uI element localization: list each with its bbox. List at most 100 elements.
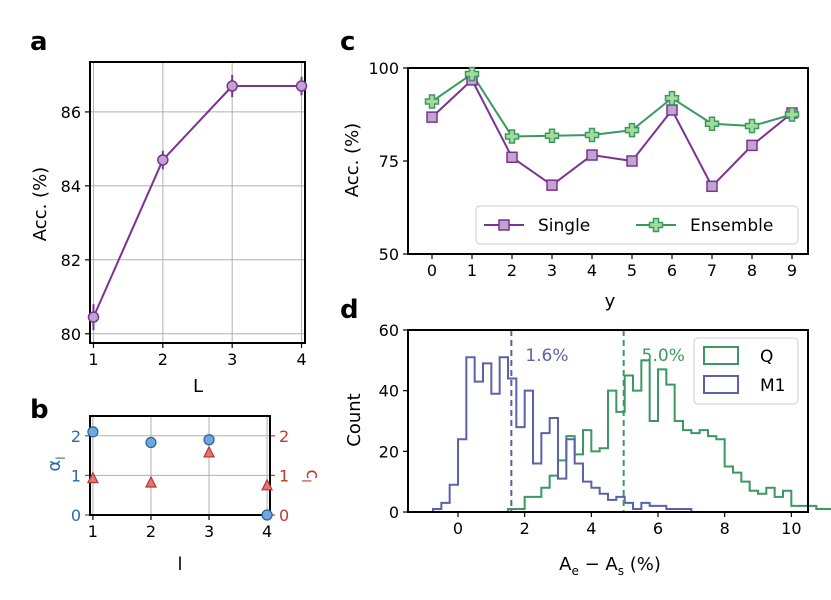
panel-a-xlabel: L [193, 376, 203, 397]
x-tick-label: 3 [204, 522, 214, 541]
xlabel-sub-e: e [571, 564, 578, 578]
panel-d-ylabel: Count [344, 393, 365, 446]
x-tick-label: 0 [453, 519, 463, 538]
y-tick-label-right: 1 [279, 466, 289, 485]
panel-a-ylabel: Acc. (%) [30, 167, 51, 241]
x-tick-label: 1 [88, 522, 98, 541]
x-tick-label: 3 [547, 261, 557, 280]
ensemble-marker [624, 122, 640, 138]
histogram-step-m1 [432, 356, 693, 512]
ensemble-marker [504, 129, 520, 144]
alpha-circle-point [87, 426, 99, 438]
y-tick-label: 20 [379, 442, 399, 461]
x-tick-label: 5 [627, 261, 637, 280]
c-triangle-point [86, 471, 99, 484]
panel-c-xlabel: y [605, 291, 616, 312]
data-point [87, 311, 100, 323]
legend-label-m1: M1 [760, 376, 785, 396]
plot-frame [89, 415, 271, 516]
y-tick-label: 100 [368, 59, 399, 78]
y-tick-label: 50 [379, 245, 399, 264]
single-marker [666, 104, 678, 116]
ensemble-marker [704, 116, 720, 132]
data-point [157, 154, 169, 166]
x-tick-label: 2 [520, 519, 530, 538]
panel-letter-c: c [340, 27, 355, 57]
x-tick-label: 4 [296, 350, 306, 369]
c-triangle-point [144, 475, 157, 488]
ensemble-marker [648, 217, 664, 233]
alpha-circle-point [261, 509, 273, 521]
ensemble-marker [664, 90, 680, 106]
y-tick-label-left: 1 [71, 466, 81, 485]
x-tick-label: 2 [507, 261, 517, 280]
plot-frame [407, 329, 809, 513]
single-marker [746, 139, 758, 152]
mean-label-q: 5.0% [642, 346, 685, 366]
c-subscript: l [299, 479, 313, 482]
x-tick-label: 3 [227, 350, 237, 369]
x-tick-label: 6 [653, 519, 663, 538]
alpha-subscript: l [54, 456, 68, 459]
x-tick-label: 1 [88, 350, 98, 369]
y-tick-label-left: 0 [71, 506, 81, 525]
panel-letter-a: a [30, 27, 48, 57]
ensemble-marker [544, 128, 560, 143]
y-tick-label: 82 [61, 251, 81, 270]
alpha-circle-point [145, 436, 157, 449]
xlabel-sub-s: s [618, 564, 624, 578]
x-tick-label: 4 [586, 519, 596, 538]
single-marker [498, 219, 510, 231]
single-marker [506, 151, 518, 164]
single-marker [546, 179, 558, 191]
xlabel-tail: (%) [624, 554, 661, 575]
data-point [295, 80, 308, 92]
legend-swatch-m1 [703, 375, 739, 394]
ensemble-marker [744, 118, 760, 134]
plot-frame [407, 67, 809, 255]
x-tick-label: 6 [667, 261, 677, 280]
ensemble-marker [784, 107, 800, 122]
y-tick-label: 75 [379, 152, 399, 171]
x-tick-label: 2 [146, 522, 156, 541]
panel-a: 1 2 3 4 80 82 84 86 [61, 61, 308, 369]
y-tick-label: 80 [61, 325, 81, 344]
panel-c: 0 1 2 3 4 5 6 7 8 9 50 75 100 Single Ensemble [368, 59, 809, 280]
legend-box [693, 337, 799, 405]
legend-label-single: Single [538, 216, 590, 236]
series-line [92, 85, 302, 318]
y-tick-label: 86 [61, 103, 81, 122]
x-tick-label: 1 [467, 261, 477, 280]
panel-b-ylabel-left: αl [44, 456, 68, 471]
y-tick-label-right: 0 [279, 506, 289, 525]
ensemble-marker [584, 127, 600, 143]
x-tick-label: 8 [720, 519, 730, 538]
legend-label-ensemble: Ensemble [690, 216, 773, 236]
x-tick-label: 7 [707, 261, 717, 280]
single-marker [586, 149, 598, 161]
x-tick-label: 0 [427, 261, 437, 280]
legend-label-q: Q [760, 347, 773, 367]
series-line-single [431, 78, 793, 188]
y-tick-label: 60 [379, 321, 399, 340]
y-tick-label: 0 [389, 503, 399, 522]
y-tick-label-right: 2 [279, 427, 289, 446]
xlabel-a: A [559, 554, 572, 575]
legend-swatch-q [703, 346, 739, 365]
panel-c-ylabel: Acc. (%) [342, 123, 363, 197]
alpha-circle-point [203, 434, 215, 446]
x-tick-label: 9 [787, 261, 797, 280]
x-tick-label: 10 [781, 519, 801, 538]
c-triangle-point [203, 445, 216, 458]
panel-d-xlabel: Ae − As (%) [559, 554, 661, 578]
single-marker [426, 111, 438, 123]
x-tick-label: 4 [587, 261, 597, 280]
series-line-ensemble [431, 72, 793, 138]
x-tick-label: 2 [158, 350, 168, 369]
xlabel-minus: − A [579, 554, 619, 575]
y-tick-label: 84 [61, 177, 81, 196]
plot-frame [89, 61, 306, 344]
alpha-symbol: α [44, 460, 65, 472]
